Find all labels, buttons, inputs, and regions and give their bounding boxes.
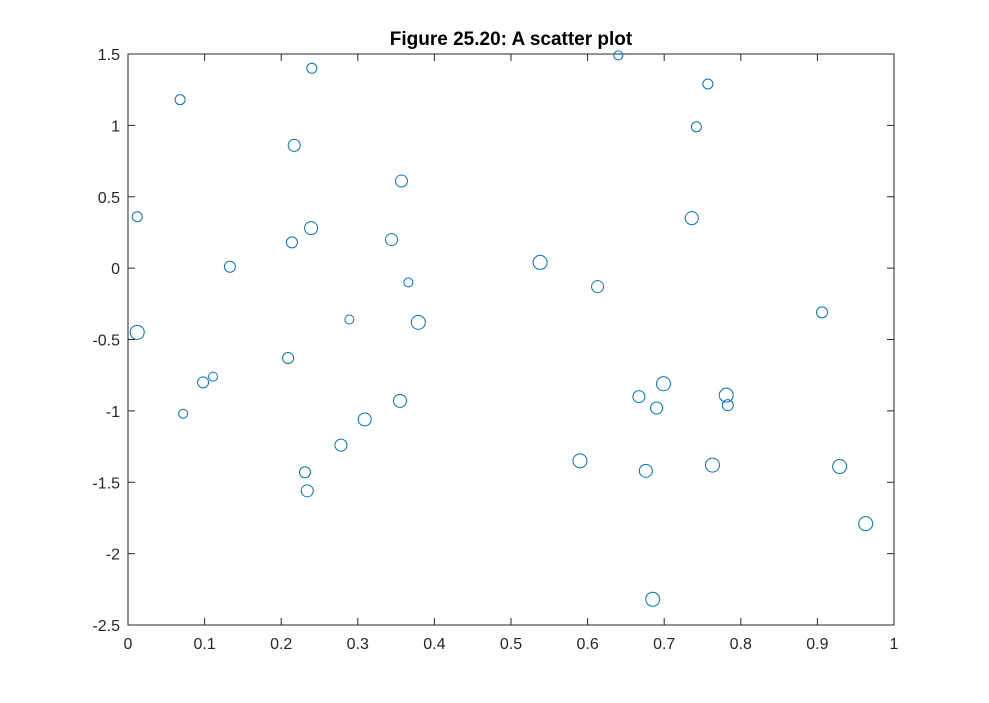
ticks <box>127 53 895 626</box>
y-tick-label: -2 <box>106 547 120 564</box>
scatter-point <box>298 466 311 479</box>
scatter-point <box>815 306 828 319</box>
scatter-point <box>718 387 734 403</box>
scatter-point <box>334 438 348 452</box>
scatter-point <box>410 314 426 330</box>
scatter-point <box>858 516 874 532</box>
scatter-point <box>385 233 399 247</box>
scatter-point <box>532 254 548 270</box>
x-tick-label: 0.7 <box>653 636 675 653</box>
scatter-point <box>131 211 143 223</box>
x-tick-label: 1 <box>890 636 899 653</box>
scatter-point <box>394 174 408 188</box>
y-tick-label: -0.5 <box>92 333 120 350</box>
scatter-point <box>650 401 664 415</box>
scatter-point <box>304 221 319 236</box>
scatter-point <box>403 277 414 288</box>
scatter-point <box>223 260 236 273</box>
x-tick-label: 0.5 <box>500 636 522 653</box>
data-points <box>129 50 874 607</box>
x-tick-label: 0.4 <box>423 636 445 653</box>
tick-labels: 0 0.1 0.2 0.3 0.4 0.5 0.6 0.7 0.8 0.9 1 1.5 1 0.5 0 -0.… <box>92 47 898 653</box>
scatter-point <box>645 591 661 607</box>
y-tick-label: 0 <box>111 261 120 278</box>
x-tick-label: 0.8 <box>730 636 752 653</box>
y-tick-label: 1.5 <box>98 47 120 64</box>
scatter-point <box>174 94 186 106</box>
scatter-point <box>285 236 298 249</box>
scatter-point <box>832 459 848 475</box>
scatter-point <box>178 408 189 419</box>
scatter-point <box>392 393 407 408</box>
y-tick-label: 1 <box>111 118 120 135</box>
y-tick-label: 0.5 <box>98 190 120 207</box>
scatter-point <box>591 280 605 294</box>
scatter-point <box>208 371 219 382</box>
x-tick-label: 0.2 <box>270 636 292 653</box>
scatter-point <box>129 324 145 340</box>
y-tick-label: -1.5 <box>92 475 120 492</box>
scatter-point <box>690 121 702 133</box>
x-tick-label: 0.3 <box>347 636 369 653</box>
x-tick-label: 0 <box>124 636 133 653</box>
scatter-point <box>704 457 720 473</box>
scatter-point <box>572 453 588 469</box>
scatter-point <box>684 211 699 226</box>
chart-title: Figure 25.20: A scatter plot <box>390 29 633 50</box>
scatter-point <box>632 390 646 404</box>
scatter-point <box>721 399 734 412</box>
scatter-point <box>300 484 314 498</box>
x-tick-label: 0.9 <box>806 636 828 653</box>
scatter-point <box>287 138 301 152</box>
scatter-point <box>638 463 653 478</box>
scatter-point <box>655 376 671 392</box>
y-tick-label: -2.5 <box>92 618 120 635</box>
scatter-point <box>357 412 372 427</box>
x-tick-label: 0.1 <box>193 636 215 653</box>
scatter-point <box>344 314 355 325</box>
scatter-point <box>282 352 295 365</box>
scatter-point <box>197 376 210 389</box>
scatter-point <box>702 78 714 90</box>
scatter-point <box>613 50 624 61</box>
axes-box <box>127 53 895 626</box>
y-tick-label: -1 <box>106 404 120 421</box>
x-tick-label: 0.6 <box>576 636 598 653</box>
scatter-point <box>306 62 318 74</box>
